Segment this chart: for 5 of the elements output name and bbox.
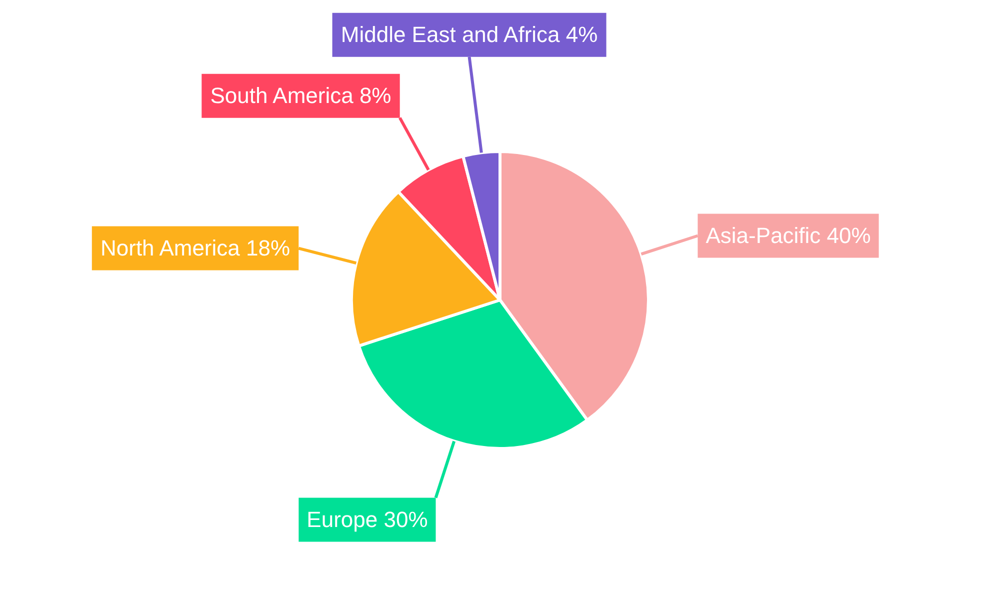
slice-label: Middle East and Africa 4% [340, 22, 598, 47]
slice-label: North America 18% [100, 235, 290, 260]
slice-label: South America 8% [210, 82, 392, 108]
slice-label: Asia-Pacific 40% [706, 222, 871, 248]
slice-label: Europe 30% [306, 506, 428, 532]
